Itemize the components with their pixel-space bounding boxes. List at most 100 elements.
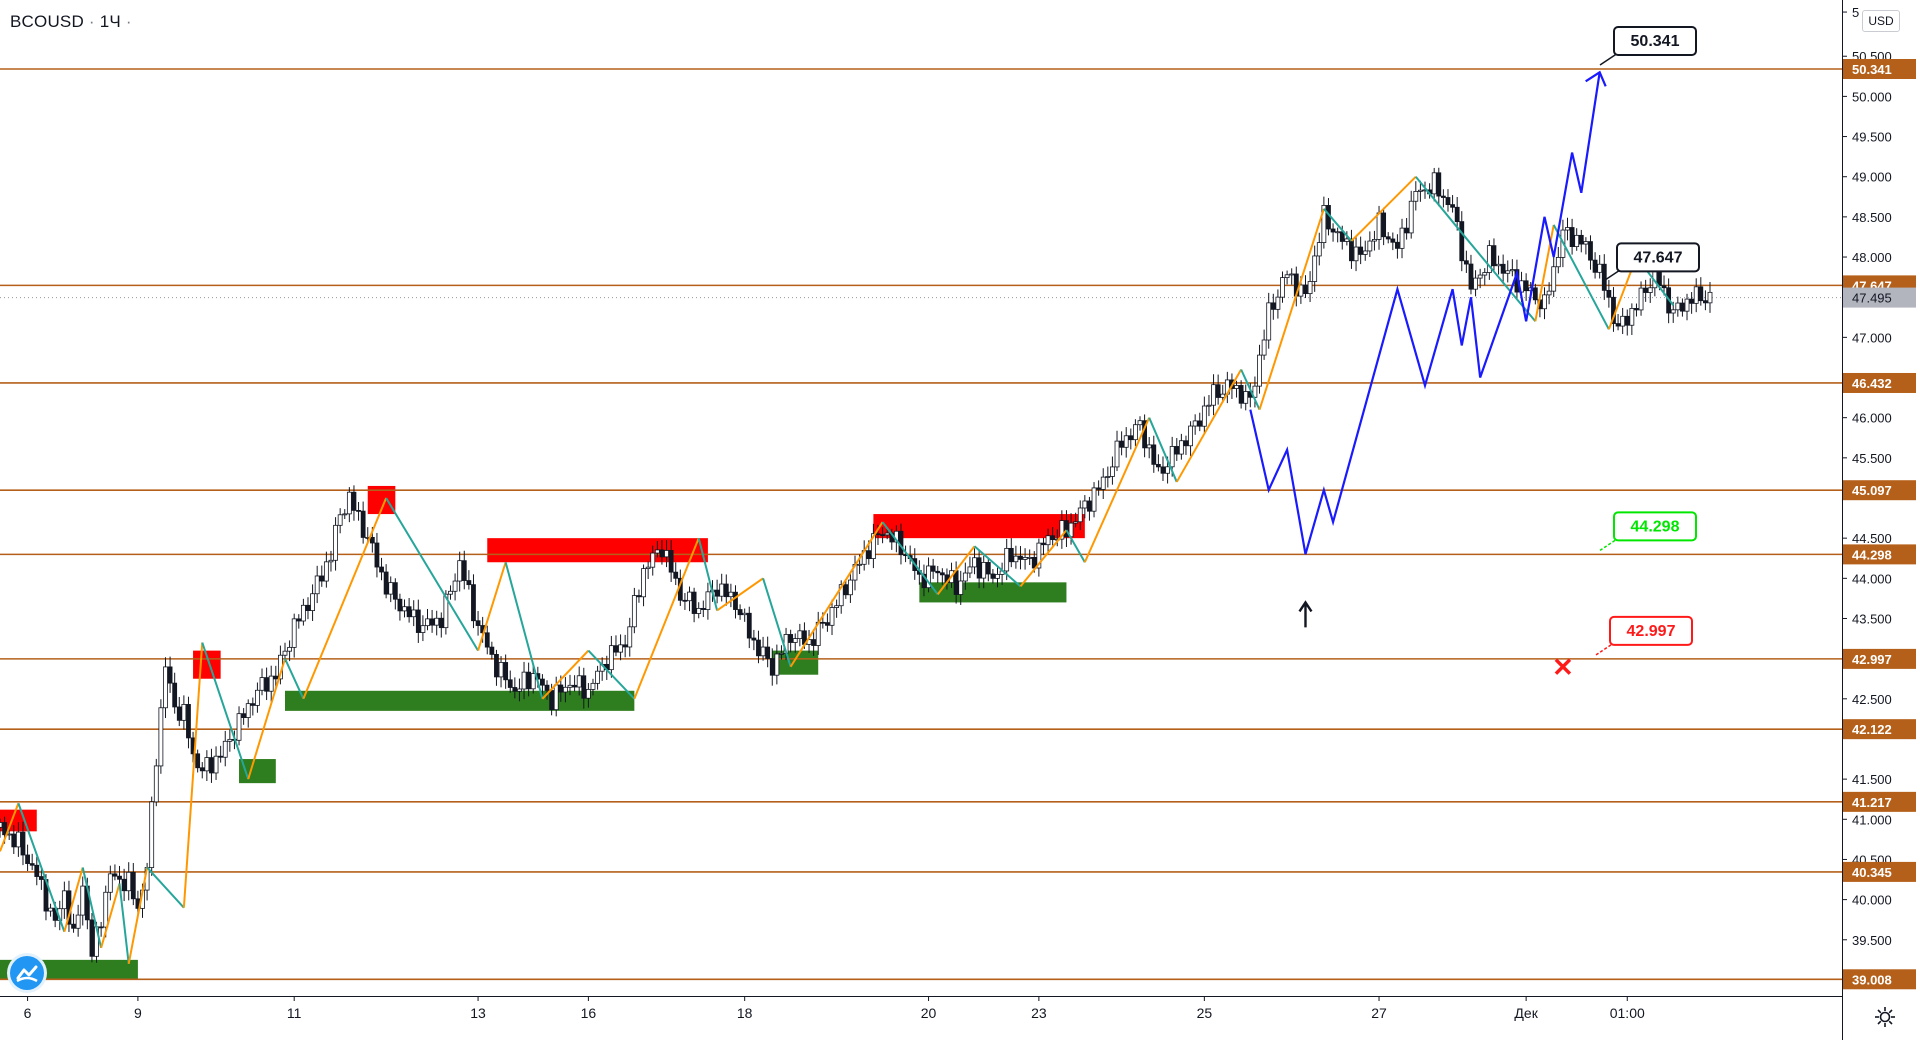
candle-body	[1027, 557, 1033, 559]
demand-zone-9	[919, 582, 1067, 603]
candle-body	[1496, 263, 1501, 267]
candle-body	[1105, 476, 1111, 478]
candle-body	[682, 599, 688, 602]
candle-body	[1128, 435, 1134, 441]
level-price-tag	[1843, 372, 1916, 393]
time-axis[interactable]	[0, 997, 1842, 1040]
candle-body	[1353, 246, 1359, 262]
candle-body	[443, 593, 449, 629]
zigzag-segment	[385, 497, 479, 652]
level-price-tag-label: 40.345	[1852, 865, 1892, 880]
candle-body	[29, 863, 35, 866]
candle-body	[1634, 308, 1639, 311]
candle-body	[241, 713, 247, 718]
supply-zone-8	[873, 514, 1085, 539]
zigzag-segment	[1258, 208, 1325, 410]
candle-body	[870, 533, 876, 559]
candle-body	[314, 575, 320, 595]
level-price-tag	[1843, 969, 1916, 990]
candle-body	[1201, 405, 1207, 427]
candle-body	[1050, 535, 1056, 541]
gear-icon[interactable]	[1872, 1004, 1898, 1030]
candle-body	[517, 688, 522, 692]
candle-body	[388, 582, 394, 595]
candle-body	[218, 755, 224, 758]
candle-body	[1013, 555, 1019, 563]
candle-body	[631, 595, 637, 628]
price-axis[interactable]	[1843, 0, 1920, 1040]
candle-body	[1647, 287, 1653, 293]
candle-body	[1087, 500, 1092, 512]
level-price-tag	[1843, 791, 1916, 812]
candle-body	[319, 575, 325, 582]
supply-zone-6	[487, 538, 708, 563]
candle-body	[245, 703, 251, 718]
candle-body	[1358, 246, 1364, 255]
candle-body	[1454, 206, 1460, 222]
level-price-tag-label: 46.432	[1852, 376, 1892, 391]
zigzag-segment	[1019, 529, 1068, 587]
candle-body	[691, 591, 697, 614]
candle-body	[1197, 420, 1203, 427]
interval-label: 1Ч	[99, 12, 121, 31]
candle-body	[273, 675, 279, 680]
tradingview-logo-icon[interactable]	[10, 956, 44, 990]
candle-body	[1059, 520, 1065, 540]
candle-body	[1404, 227, 1410, 234]
candle-body	[1073, 521, 1079, 524]
candle-body	[1298, 284, 1304, 297]
target-callout-label: 50.341	[1631, 33, 1680, 50]
candle-body	[1675, 302, 1681, 311]
candle-body	[526, 671, 532, 690]
time-axis-label: 16	[581, 1005, 597, 1021]
candle-body	[1468, 263, 1474, 290]
candle-body	[875, 533, 881, 536]
candle-body	[1408, 200, 1414, 234]
candle-body	[760, 646, 766, 657]
time-axis-label: 23	[1031, 1005, 1047, 1021]
candle-body	[1284, 274, 1290, 279]
candle-body	[38, 876, 44, 880]
candle-body	[972, 557, 977, 568]
price-axis-border	[1842, 0, 1843, 1040]
candle-body	[452, 580, 458, 592]
candle-body	[296, 618, 302, 622]
candle-body	[1376, 212, 1382, 240]
price-axis-label: 41.000	[1852, 812, 1892, 827]
candle-body	[1698, 286, 1704, 302]
zigzag-segment	[284, 658, 305, 700]
zigzag-segment	[716, 577, 764, 612]
zigzag-segment	[63, 867, 84, 933]
candle-body	[1592, 259, 1598, 273]
candle-body	[328, 559, 334, 563]
candle-body	[1597, 263, 1603, 273]
candle-body	[1459, 221, 1465, 262]
candle-body	[1523, 280, 1529, 292]
zigzag-segment	[81, 867, 103, 949]
candle-body	[264, 677, 270, 692]
candle-body	[880, 534, 885, 537]
candle-body	[1330, 228, 1336, 233]
currency-badge[interactable]: USD	[1862, 10, 1900, 32]
candle-body	[507, 679, 513, 688]
candle-body	[838, 584, 844, 607]
candle-body	[563, 686, 568, 693]
price-axis-label: 44.500	[1852, 531, 1892, 546]
candle-body	[1588, 241, 1593, 261]
time-axis-border	[0, 996, 1842, 997]
zigzag-segment	[1240, 369, 1261, 411]
zigzag-segment	[762, 578, 792, 667]
candle-body	[553, 684, 559, 711]
candle-body	[1500, 263, 1506, 274]
candle-body	[457, 560, 463, 582]
candle-body	[379, 566, 384, 573]
candle-body	[222, 740, 228, 758]
candle-body	[1257, 354, 1262, 387]
candle-body	[1312, 255, 1318, 282]
candle-body	[530, 673, 536, 690]
candle-body	[1321, 205, 1327, 243]
candle-body	[788, 634, 794, 643]
time-axis-label: 9	[134, 1005, 142, 1021]
